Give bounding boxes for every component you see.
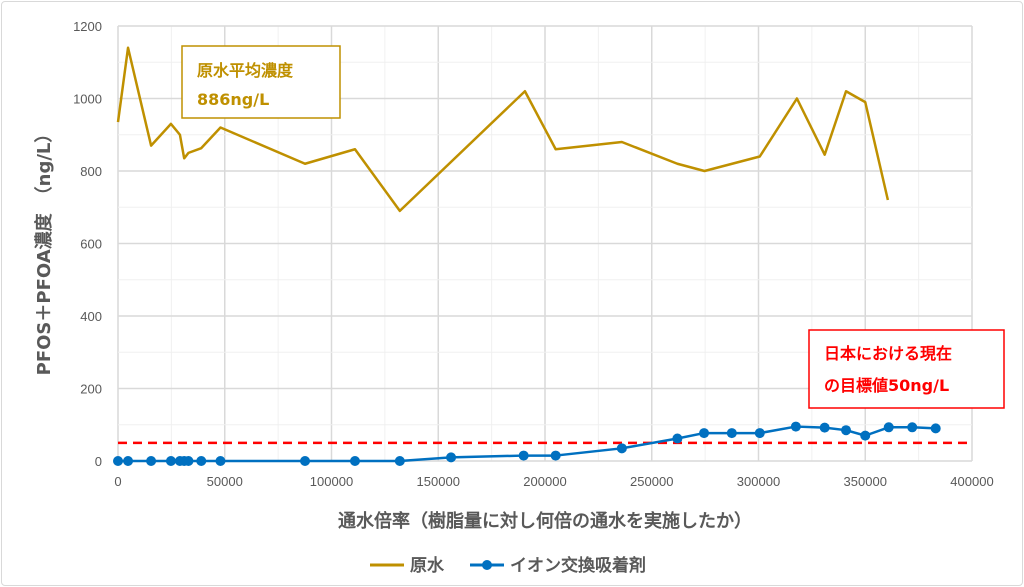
- y-tick-label: 600: [80, 237, 102, 252]
- data-point: [819, 422, 830, 433]
- y-axis-label: PFOS＋PFOA濃度 （ng/L）: [33, 125, 55, 376]
- data-point: [841, 425, 852, 436]
- y-tick-label: 200: [80, 382, 102, 397]
- data-point: [930, 423, 941, 434]
- data-point: [860, 430, 871, 441]
- legend-label-ion: イオン交換吸着剤: [510, 555, 646, 576]
- x-tick-label: 350000: [844, 474, 887, 489]
- data-point: [349, 456, 360, 466]
- data-point: [907, 422, 918, 433]
- annotation-line: の目標値50ng/L: [824, 376, 949, 395]
- y-tick-label: 800: [80, 164, 102, 179]
- legend-label-raw: 原水: [410, 555, 445, 576]
- data-point: [196, 456, 207, 466]
- annotation-raw-average: 原水平均濃度 886ng/L: [181, 45, 341, 119]
- data-point: [518, 450, 529, 461]
- x-tick-label: 100000: [310, 474, 353, 489]
- y-tick-label: 400: [80, 309, 102, 324]
- data-point: [699, 428, 710, 439]
- data-point: [446, 452, 457, 463]
- data-point: [672, 433, 683, 444]
- x-tick-label: 150000: [417, 474, 460, 489]
- data-point: [616, 443, 627, 454]
- data-point: [394, 456, 405, 466]
- x-tick-label: 250000: [630, 474, 673, 489]
- data-point: [550, 450, 561, 461]
- data-point: [754, 428, 765, 439]
- x-tick-label: 50000: [207, 474, 243, 489]
- annotation-line: 886ng/L: [197, 90, 269, 109]
- data-point: [183, 456, 194, 466]
- x-tick-label: 200000: [523, 474, 566, 489]
- x-tick-label: 400000: [950, 474, 993, 489]
- data-point: [726, 428, 737, 439]
- data-point: [146, 456, 157, 466]
- y-tick-label: 1000: [73, 92, 102, 107]
- annotation-line: 原水平均濃度: [197, 61, 294, 80]
- data-point: [300, 456, 311, 466]
- y-tick-label: 0: [95, 454, 102, 469]
- legend-marker-ion: [482, 560, 492, 570]
- legend: 原水 イオン交換吸着剤: [370, 555, 646, 576]
- data-point: [165, 456, 176, 466]
- annotation-target-value: 日本における現在 の目標値50ng/L: [808, 329, 1005, 409]
- data-point: [215, 456, 226, 466]
- x-axis-label: 通水倍率（樹脂量に対し何倍の通水を実施したか）: [338, 510, 752, 532]
- series-line-raw-water: [116, 46, 890, 213]
- data-point: [113, 456, 123, 466]
- data-point: [123, 456, 134, 466]
- y-tick-label: 1200: [73, 19, 102, 34]
- data-point: [790, 421, 801, 432]
- x-tick-label: 300000: [737, 474, 780, 489]
- x-tick-label: 0: [114, 474, 121, 489]
- annotation-line: 日本における現在: [824, 344, 952, 363]
- data-point: [883, 422, 894, 433]
